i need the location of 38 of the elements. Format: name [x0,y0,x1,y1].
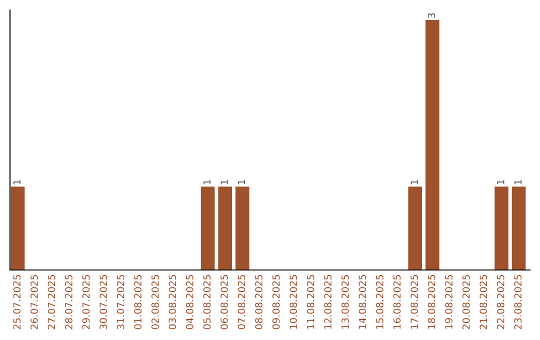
data-label: 1 [13,180,20,184]
data-label: 1 [220,180,228,184]
data-label: 1 [238,180,246,184]
x-tick-label: 15.08.2025 [376,275,384,329]
data-label: 1 [203,180,210,184]
x-tick-label: 06.08.2025 [220,275,228,330]
x-tick-label: 31.07.2025 [116,275,124,330]
x-tick-label: 21.08.2025 [480,275,488,330]
x-tick-label: 07.08.2025 [238,275,246,330]
x-tick-label: 12.08.2025 [324,275,332,329]
x-tick-label: 19.08.2025 [445,275,452,329]
x-tick-label: 16.08.2025 [393,275,401,329]
x-tick-label: 22.08.2025 [496,275,504,330]
x-tick-label: 11.08.2025 [306,275,314,329]
x-tick-label: 23.08.2025 [514,275,522,330]
x-tick-label: 25.07.2025 [13,275,21,330]
x-tick-label: 04.08.2025 [186,275,194,330]
x-tick-label: 26.07.2025 [30,275,38,330]
x-tick-label: 08.08.2025 [255,275,262,330]
x-tick-label: 30.07.2025 [100,275,107,330]
x-tick-label: 01.08.2025 [134,275,142,330]
data-label: 1 [410,180,418,184]
x-tick-label: 02.08.2025 [151,275,159,330]
x-tick-label: 18.08.2025 [428,275,436,329]
data-label: 3 [428,13,436,18]
x-tick-label: 10.08.2025 [290,275,298,329]
x-tick-label: 09.08.2025 [272,275,280,330]
x-tick-label: 03.08.2025 [168,275,176,330]
x-tick-label: 27.07.2025 [48,275,56,330]
data-label: 1 [514,180,522,184]
x-tick-label: 14.08.2025 [358,275,366,329]
x-tick-label: 05.08.2025 [203,275,211,330]
x-tick-label: 28.07.2025 [65,275,72,330]
x-tick-label: 13.08.2025 [341,275,349,329]
x-tick-label: 17.08.2025 [410,275,418,329]
x-tick-label: 20.08.2025 [462,275,470,330]
data-label: 1 [497,180,504,184]
x-tick-label: 29.07.2025 [82,275,90,330]
